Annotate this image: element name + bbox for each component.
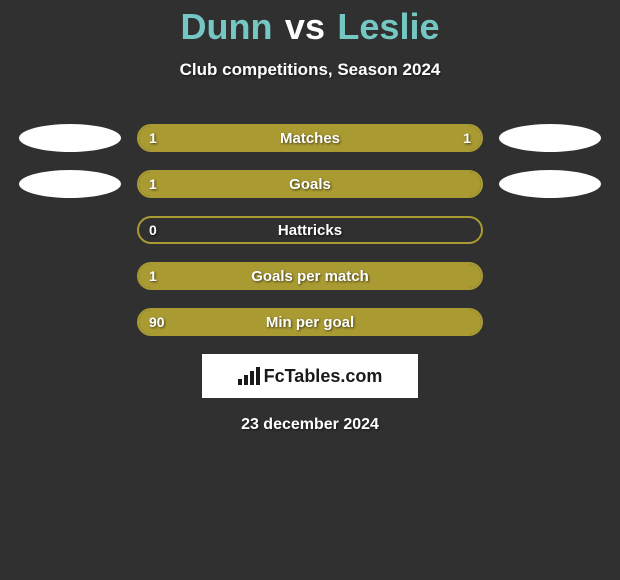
logo-box: FcTables.com <box>202 354 418 398</box>
stat-label: Goals per match <box>139 264 481 288</box>
stats-area: 11Matches 1Goals 0Hattricks 1Goals per matc… <box>0 124 620 336</box>
stat-row: 1Goals per match <box>0 262 620 290</box>
bar-track: 90Min per goal <box>137 308 483 336</box>
stat-row: 90Min per goal <box>0 308 620 336</box>
stat-row: 1Goals <box>0 170 620 198</box>
logo-text: FcTables.com <box>238 366 383 387</box>
title-row: Dunn vs Leslie <box>0 0 620 48</box>
stat-label: Hattricks <box>139 218 481 242</box>
stat-label: Goals <box>139 172 481 196</box>
bar-track: 1Goals per match <box>137 262 483 290</box>
player1-name: Dunn <box>181 6 273 47</box>
stat-row: 11Matches <box>0 124 620 152</box>
right-ellipse <box>499 124 601 152</box>
left-ellipse <box>19 170 121 198</box>
bar-track: 11Matches <box>137 124 483 152</box>
bar-track: 1Goals <box>137 170 483 198</box>
stat-label: Min per goal <box>139 310 481 334</box>
bars-icon <box>238 367 260 385</box>
subtitle: Club competitions, Season 2024 <box>0 60 620 80</box>
vs-text: vs <box>285 6 325 47</box>
stat-row: 0Hattricks <box>0 216 620 244</box>
stat-label: Matches <box>139 126 481 150</box>
date-line: 23 december 2024 <box>0 416 620 434</box>
right-ellipse <box>499 170 601 198</box>
logo-label: FcTables.com <box>264 366 383 387</box>
left-ellipse <box>19 124 121 152</box>
player2-name: Leslie <box>337 6 439 47</box>
bar-track: 0Hattricks <box>137 216 483 244</box>
